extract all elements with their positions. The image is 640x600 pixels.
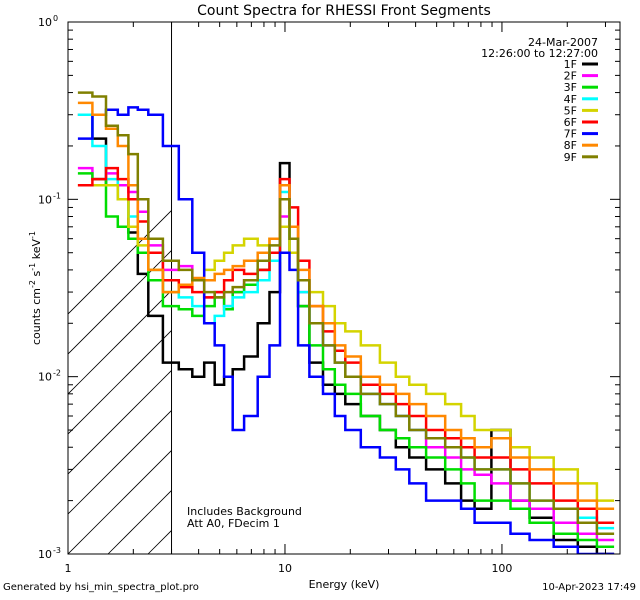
series-4f <box>77 113 615 530</box>
hatch-line <box>388 14 640 554</box>
legend-label: 2F <box>564 70 577 83</box>
footer-timestamp: 10-Apr-2023 17:49 <box>542 582 636 593</box>
legend-label: 9F <box>564 151 577 164</box>
hatch-line <box>68 249 172 355</box>
time-range-label: 12:26:00 to 12:27:00 <box>481 47 598 60</box>
y-tick-label: 10 <box>38 548 52 561</box>
date-label: 24-Mar-2007 <box>528 36 598 49</box>
plot-frame <box>67 21 621 555</box>
hatch-line <box>68 209 172 315</box>
series-7f <box>77 106 615 554</box>
attenuator-annotation: Att A0, FDecim 1 <box>187 517 280 530</box>
hatch-line <box>68 409 172 515</box>
legend-label: 7F <box>564 128 577 141</box>
y-tick-exponent: 0 <box>53 14 58 23</box>
x-tick-label: 1 <box>65 562 72 575</box>
generated-by-text: Generated by hsi_min_spectra_plot.pro <box>3 582 199 593</box>
y-axis-label: counts cm-2 s-1 keV-1 <box>28 231 43 345</box>
y-tick-exponent: -3 <box>53 546 61 555</box>
y-label-part: counts cm <box>30 288 43 345</box>
series-1f <box>77 113 615 554</box>
y-tick-label: 10 <box>38 371 52 384</box>
legend-label: 5F <box>564 104 577 117</box>
hatch-line <box>68 449 172 554</box>
hatch-lines <box>68 14 640 554</box>
y-label-part: s <box>30 270 43 279</box>
y-label-exp: -2 <box>28 280 37 288</box>
legend-label: 1F <box>564 58 577 71</box>
y-tick-label: 10 <box>38 16 52 29</box>
series-layer <box>77 91 615 554</box>
y-tick-exponent: -1 <box>53 191 61 200</box>
x-tick-label: 10 <box>278 562 292 575</box>
y-label-exp: -1 <box>28 231 37 239</box>
hatch-line <box>348 14 640 554</box>
background-annotation: Includes Background <box>187 505 302 518</box>
x-tick-label: 100 <box>491 562 512 575</box>
hatch-line <box>68 369 172 475</box>
legend-label: 3F <box>564 81 577 94</box>
hatched-region <box>68 14 640 554</box>
hatch-line <box>428 14 640 554</box>
series-9f <box>77 91 615 536</box>
legend-label: 8F <box>564 139 577 152</box>
series-8f <box>77 101 615 510</box>
y-tick-exponent: -2 <box>53 369 61 378</box>
series-5f <box>77 184 615 502</box>
legend-label: 4F <box>564 93 577 106</box>
y-tick-label: 10 <box>38 193 52 206</box>
y-label-exp: -1 <box>28 263 37 271</box>
legend-label: 6F <box>564 116 577 129</box>
y-label-part: keV <box>30 239 43 263</box>
chart-title: Count Spectra for RHESSI Front Segments <box>197 3 491 19</box>
x-axis-label: Energy (keV) <box>309 578 380 591</box>
hatch-line <box>268 14 640 554</box>
series-6f <box>77 166 615 525</box>
